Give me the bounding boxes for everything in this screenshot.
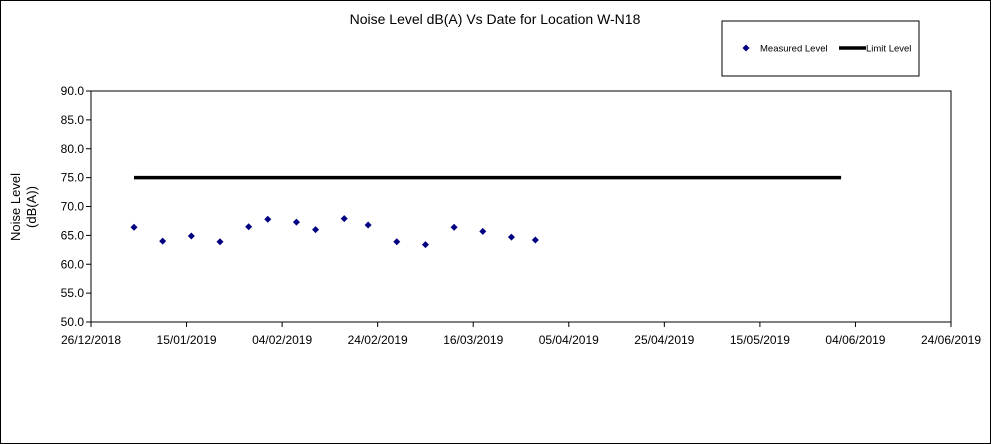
- measured-point: [264, 215, 272, 223]
- x-tick-label: 24/02/2019: [348, 333, 408, 347]
- x-tick-label: 26/12/2018: [61, 333, 121, 347]
- measured-point: [312, 226, 320, 234]
- legend: Measured Level Limit Level: [721, 20, 920, 77]
- x-tick-label: 05/04/2019: [539, 333, 599, 347]
- x-tick-label: 25/04/2019: [634, 333, 694, 347]
- y-axis-label-line2: (dB(A)): [24, 186, 39, 228]
- legend-box: [721, 20, 920, 77]
- legend-label-measured: Measured Level: [760, 44, 828, 55]
- plot-area: [90, 90, 952, 323]
- y-tick-label: 55.0: [61, 286, 85, 300]
- y-tick-label: 75.0: [61, 171, 85, 185]
- measured-point: [421, 241, 429, 249]
- y-tick-label: 70.0: [61, 200, 85, 214]
- x-tick-label: 16/03/2019: [443, 333, 503, 347]
- measured-point: [292, 218, 300, 226]
- legend-label-limit: Limit Level: [866, 44, 911, 55]
- y-axis-label-line1: Noise Level: [8, 173, 23, 241]
- chart-title: Noise Level dB(A) Vs Date for Location W…: [350, 11, 641, 27]
- x-axis: 26/12/2018 15/01/2019 04/02/2019 24/02/2019…: [61, 322, 981, 347]
- measured-point: [364, 221, 372, 229]
- measured-point: [216, 238, 224, 246]
- measured-point: [340, 215, 348, 223]
- legend-marker-measured: [742, 44, 750, 52]
- measured-point: [507, 233, 515, 241]
- y-tick-label: 60.0: [61, 257, 85, 271]
- measured-point: [450, 223, 458, 231]
- measured-point: [393, 238, 401, 246]
- x-tick-label: 04/06/2019: [825, 333, 885, 347]
- series-layer: [130, 175, 842, 249]
- x-tick-label: 04/02/2019: [252, 333, 312, 347]
- x-tick-label: 15/05/2019: [730, 333, 790, 347]
- y-axis: 90.0 85.0 80.0 75.0 70.0 65.0 60.0 55.0 50.0: [61, 84, 91, 329]
- measured-point: [531, 236, 539, 244]
- measured-point: [187, 232, 195, 240]
- y-tick-label: 50.0: [61, 315, 85, 329]
- y-tick-label: 90.0: [61, 84, 85, 98]
- x-tick-label: 24/06/2019: [921, 333, 981, 347]
- y-tick-label: 80.0: [61, 142, 85, 156]
- y-tick-label: 65.0: [61, 228, 85, 242]
- measured-point: [130, 223, 138, 231]
- x-tick-label: 15/01/2019: [157, 333, 217, 347]
- measured-point: [159, 237, 167, 245]
- measured-point: [479, 227, 487, 235]
- measured-point: [245, 223, 253, 231]
- y-tick-label: 85.0: [61, 113, 85, 127]
